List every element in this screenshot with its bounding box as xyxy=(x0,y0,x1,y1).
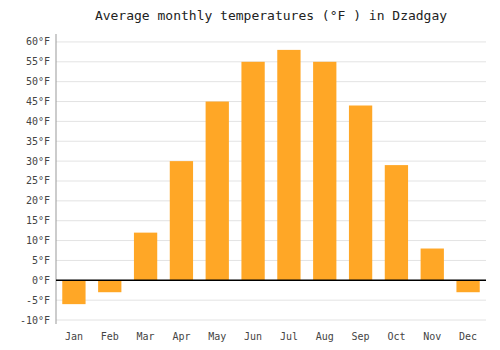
y-tick-label: 5°F xyxy=(32,255,50,266)
x-tick-label: Dec xyxy=(459,331,477,342)
grid-line xyxy=(56,320,486,321)
grid-line xyxy=(56,41,486,42)
bar xyxy=(385,165,408,280)
bar xyxy=(134,233,157,281)
grid-line xyxy=(56,81,486,82)
chart: Average monthly temperatures (°F ) in Dz… xyxy=(0,0,500,350)
y-tick-label: 60°F xyxy=(26,36,50,47)
grid xyxy=(56,42,486,320)
y-tick-label: 30°F xyxy=(26,156,50,167)
x-tick-label: Oct xyxy=(387,331,405,342)
y-tick-label: 55°F xyxy=(26,56,50,67)
y-tick-label: -10°F xyxy=(20,315,50,326)
zero-line xyxy=(56,280,486,282)
y-tick-label: 50°F xyxy=(26,76,50,87)
x-tick-labels: Jan Feb Mar Apr May Jun Jul Aug Sep Oct Nov Dec xyxy=(65,331,477,342)
grid-line xyxy=(56,180,486,181)
bar xyxy=(456,280,479,292)
x-tick-label: Aug xyxy=(316,331,334,342)
grid-line xyxy=(56,121,486,122)
grid-line xyxy=(56,161,486,162)
x-tick-label: Jan xyxy=(65,331,83,342)
grid-line xyxy=(56,280,486,281)
bar xyxy=(62,280,85,304)
x-tick-label: Apr xyxy=(172,331,190,342)
x-tick-label: May xyxy=(208,331,226,342)
y-tick-label: 40°F xyxy=(26,116,50,127)
x-tick-label: Sep xyxy=(352,331,370,342)
y-tick-label: 35°F xyxy=(26,136,50,147)
bar xyxy=(98,280,121,292)
bar xyxy=(313,62,336,280)
x-tick-label: Nov xyxy=(423,331,441,342)
y-tick-label: -5°F xyxy=(26,295,50,306)
y-tick-label: 10°F xyxy=(26,235,50,246)
title: Average monthly temperatures (°F ) in Dz… xyxy=(95,8,447,23)
bar xyxy=(170,161,193,280)
bar xyxy=(349,106,372,281)
bar xyxy=(277,50,300,280)
grid-line xyxy=(56,141,486,142)
grid-line xyxy=(56,300,486,301)
grid-line xyxy=(56,200,486,201)
grid-line xyxy=(56,220,486,221)
grid-line xyxy=(56,101,486,102)
y-tick-label: 20°F xyxy=(26,195,50,206)
y-tick-label: 25°F xyxy=(26,175,50,186)
y-tick-labels: -10°F -5°F 0°F 5°F 10°F 15°F 20°F 25°F 30°F 35°F 4… xyxy=(20,36,50,325)
bar xyxy=(421,249,444,281)
grid-line xyxy=(56,61,486,62)
y-tick-label: 0°F xyxy=(32,275,50,286)
x-tick-label: Jul xyxy=(280,331,298,342)
x-tick-label: Feb xyxy=(101,331,119,342)
y-tick-label: 15°F xyxy=(26,215,50,226)
bars xyxy=(56,50,486,304)
x-tick-label: Mar xyxy=(137,331,155,342)
x-tick-label: Jun xyxy=(244,331,262,342)
bar xyxy=(241,62,264,280)
y-tick-label: 45°F xyxy=(26,96,50,107)
bar xyxy=(206,102,229,281)
grid-line xyxy=(56,240,486,241)
